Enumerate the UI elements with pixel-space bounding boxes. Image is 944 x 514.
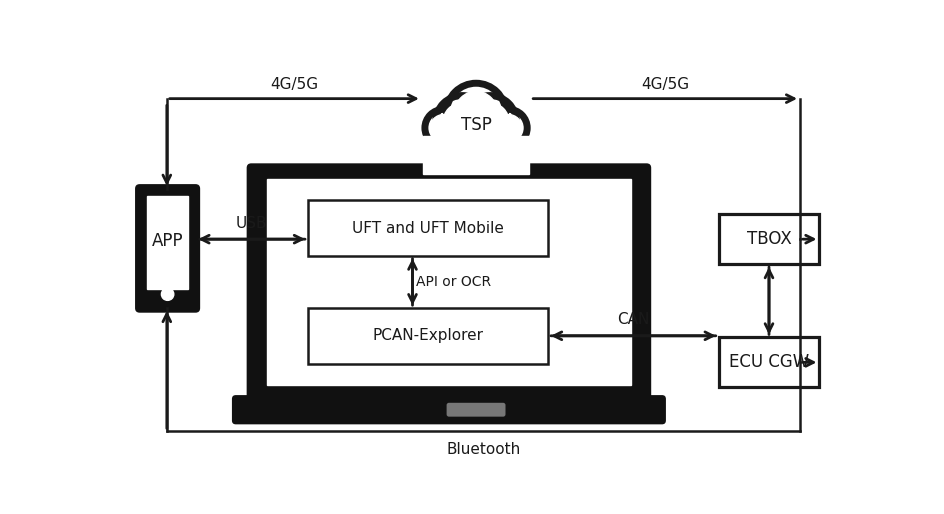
Bar: [147, 196, 188, 289]
Circle shape: [469, 117, 498, 145]
FancyBboxPatch shape: [718, 214, 819, 264]
Text: TSP: TSP: [461, 116, 492, 134]
Text: 4G/5G: 4G/5G: [641, 78, 689, 93]
Text: APP: APP: [152, 232, 183, 250]
Bar: [267, 179, 631, 385]
Circle shape: [447, 83, 505, 142]
Circle shape: [448, 111, 488, 151]
Circle shape: [430, 115, 457, 141]
Text: TBOX: TBOX: [747, 230, 791, 248]
FancyBboxPatch shape: [232, 395, 666, 425]
FancyBboxPatch shape: [308, 200, 548, 256]
FancyBboxPatch shape: [246, 163, 651, 403]
Circle shape: [455, 91, 497, 134]
Bar: [423, 136, 529, 174]
Text: USB: USB: [236, 216, 267, 231]
Circle shape: [471, 103, 509, 141]
Circle shape: [425, 109, 463, 146]
Circle shape: [464, 96, 516, 148]
Text: Bluetooth: Bluetooth: [447, 442, 520, 457]
Text: CAN: CAN: [617, 311, 649, 326]
Circle shape: [490, 109, 527, 146]
Circle shape: [161, 288, 174, 300]
Text: 4G/5G: 4G/5G: [270, 78, 318, 93]
Text: PCAN-Explorer: PCAN-Explorer: [373, 328, 483, 343]
FancyBboxPatch shape: [718, 337, 819, 388]
Circle shape: [443, 103, 481, 141]
Text: UFT and UFT Mobile: UFT and UFT Mobile: [352, 221, 504, 235]
Circle shape: [464, 111, 504, 151]
Circle shape: [496, 115, 522, 141]
Text: API or OCR: API or OCR: [416, 275, 492, 289]
Circle shape: [436, 96, 488, 148]
FancyBboxPatch shape: [135, 184, 200, 313]
FancyBboxPatch shape: [447, 403, 505, 417]
Text: ECU CGW: ECU CGW: [729, 353, 809, 371]
FancyBboxPatch shape: [308, 308, 548, 363]
Circle shape: [454, 117, 482, 145]
